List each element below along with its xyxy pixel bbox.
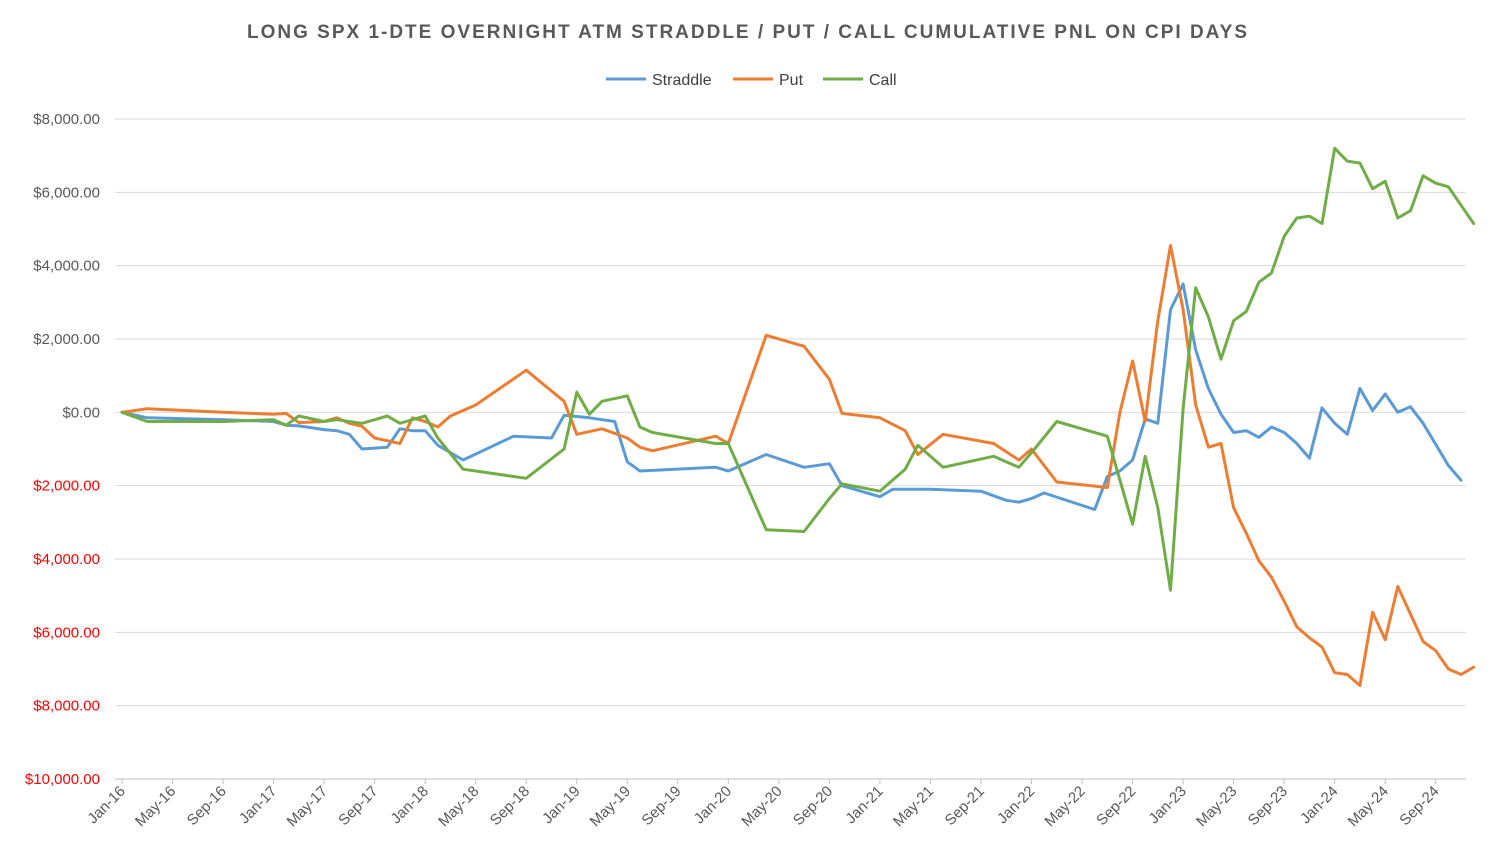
y-tick-label: $6,000.00 xyxy=(33,184,100,201)
x-tick-label: Jan-20 xyxy=(691,783,735,827)
series-line-straddle xyxy=(120,282,1463,511)
x-tick-label: Sep-22 xyxy=(1093,783,1139,829)
y-tick-label: $6,000.00 xyxy=(33,624,100,641)
y-tick-label: $8,000.00 xyxy=(33,111,100,128)
x-tick-label: May-22 xyxy=(1041,783,1088,830)
series-line-put xyxy=(120,244,1476,687)
x-tick-label: May-24 xyxy=(1345,783,1392,830)
x-tick-label: Jan-21 xyxy=(842,783,886,827)
series-layer xyxy=(120,146,1476,687)
y-tick-label: $8,000.00 xyxy=(33,698,100,715)
x-tick-label: Sep-23 xyxy=(1245,783,1291,829)
x-tick-label: May-16 xyxy=(132,783,179,830)
y-tick-label: $2,000.00 xyxy=(33,478,100,495)
x-tick-label: Jan-23 xyxy=(1145,783,1189,827)
legend: Straddle Put Call xyxy=(606,72,897,89)
x-tick-label: Jan-17 xyxy=(236,783,280,827)
x-tick-label: Sep-18 xyxy=(487,783,533,829)
gridlines xyxy=(115,118,1466,780)
x-tick-label: Jan-19 xyxy=(539,783,583,827)
legend-item-put: Put xyxy=(733,72,804,89)
x-tick-label: May-19 xyxy=(587,783,634,830)
x-tick-label: Jan-18 xyxy=(388,783,432,827)
x-tick-label: Jan-24 xyxy=(1297,783,1341,827)
y-tick-label: $4,000.00 xyxy=(33,551,100,568)
x-tick-label: May-17 xyxy=(284,783,331,830)
y-tick-label: $4,000.00 xyxy=(33,258,100,275)
x-tick-label: Jan-16 xyxy=(84,783,128,827)
x-tick-label: Sep-21 xyxy=(942,783,988,829)
x-tick-label: Sep-16 xyxy=(184,783,230,829)
x-tick-label: Sep-17 xyxy=(335,783,381,829)
y-tick-label: $2,000.00 xyxy=(33,331,100,348)
y-axis-ticks: $8,000.00 $6,000.00 $4,000.00 $2,000.00 $0.0… xyxy=(25,111,100,788)
legend-label: Put xyxy=(779,72,804,89)
x-tick-label: May-18 xyxy=(435,783,482,830)
x-tick-label: Sep-19 xyxy=(638,783,684,829)
x-tick-label: Sep-24 xyxy=(1396,783,1442,829)
legend-item-call: Call xyxy=(823,72,897,89)
series-line-call xyxy=(120,146,1476,592)
x-tick-label: Sep-20 xyxy=(790,783,836,829)
x-axis: Jan-16 May-16 Sep-16 Jan-17 May-17 Sep-17 Jan-… xyxy=(84,778,1466,830)
y-tick-label: $0.00 xyxy=(62,404,100,421)
x-tick-label: Jan-22 xyxy=(994,783,1038,827)
x-tick-label: May-23 xyxy=(1193,783,1240,830)
y-tick-label: $10,000.00 xyxy=(25,771,100,788)
legend-item-straddle: Straddle xyxy=(606,72,712,89)
legend-label: Call xyxy=(869,72,897,89)
x-tick-label: May-21 xyxy=(890,783,937,830)
legend-label: Straddle xyxy=(652,72,712,89)
x-tick-label: May-20 xyxy=(738,783,785,830)
chart-title: LONG SPX 1-DTE OVERNIGHT ATM STRADDLE / … xyxy=(247,22,1249,43)
